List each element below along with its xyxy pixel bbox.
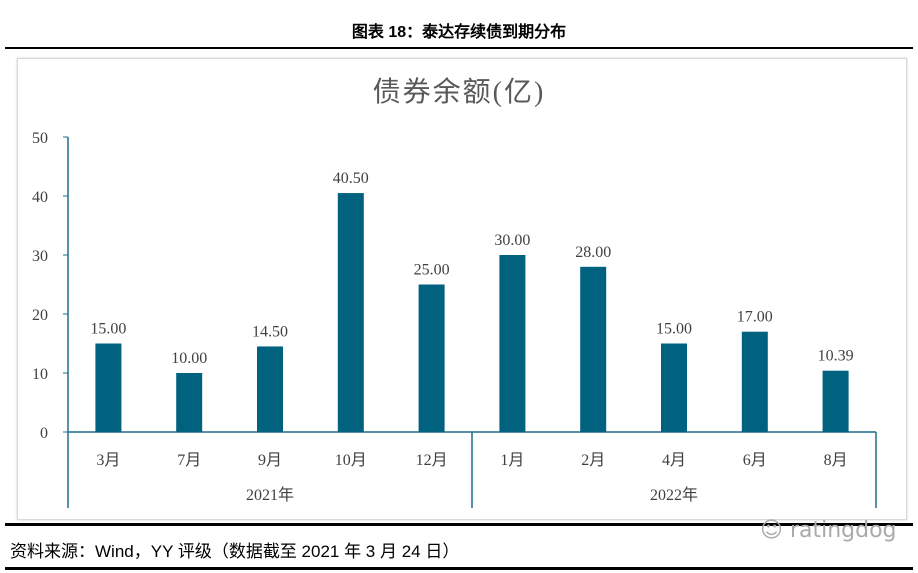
x-tick-label: 12月 (416, 452, 448, 469)
y-tick-label: 30 (32, 248, 48, 265)
data-label: 15.00 (656, 321, 692, 338)
bar (257, 346, 283, 432)
y-tick-label: 0 (40, 425, 48, 442)
bar (580, 266, 607, 432)
x-tick-label: 7月 (177, 452, 201, 469)
y-tick-label: 20 (32, 307, 48, 324)
data-label: 15.00 (90, 321, 126, 338)
data-label: 25.00 (414, 262, 450, 279)
data-label: 17.00 (737, 309, 773, 326)
bar (176, 373, 203, 432)
x-tick-label: 6月 (743, 452, 767, 469)
top-rule (5, 47, 913, 49)
watermark: ☺ ratingdog (760, 518, 897, 543)
group-label: 2022年 (650, 486, 698, 504)
bar (499, 255, 526, 432)
chart-title: 债券余额(亿) (373, 76, 546, 108)
y-tick-label: 50 (32, 130, 48, 147)
data-label: 10.39 (818, 348, 854, 365)
bar (337, 193, 364, 432)
y-tick-label: 10 (32, 366, 48, 383)
x-tick-label: 9月 (258, 452, 282, 469)
x-tick-label: 10月 (335, 452, 367, 469)
bar (822, 370, 849, 432)
data-label: 30.00 (494, 232, 530, 249)
bar (418, 284, 445, 432)
x-tick-label: 8月 (824, 452, 848, 469)
bottom-rule (5, 567, 913, 570)
data-label: 28.00 (575, 244, 611, 261)
data-label: 40.50 (333, 170, 369, 187)
source-top-rule (5, 523, 913, 526)
bar (661, 343, 687, 432)
data-label: 10.00 (171, 350, 207, 367)
y-tick-label: 40 (32, 189, 48, 206)
x-tick-label: 3月 (96, 452, 120, 469)
bar (95, 343, 122, 432)
x-tick-label: 2月 (581, 452, 605, 469)
figure-title: 图表 18：泰达存续债到期分布 (351, 24, 567, 41)
group-label: 2021年 (246, 486, 294, 504)
bar (741, 331, 768, 432)
watermark-text: ratingdog (789, 518, 897, 543)
data-label: 14.50 (252, 323, 288, 340)
chart-frame (17, 58, 907, 520)
source-note: 资料来源：Wind，YY 评级（数据截至 2021 年 3 月 24 日） (10, 542, 460, 561)
x-tick-label: 4月 (662, 452, 686, 469)
x-tick-label: 1月 (500, 452, 524, 469)
